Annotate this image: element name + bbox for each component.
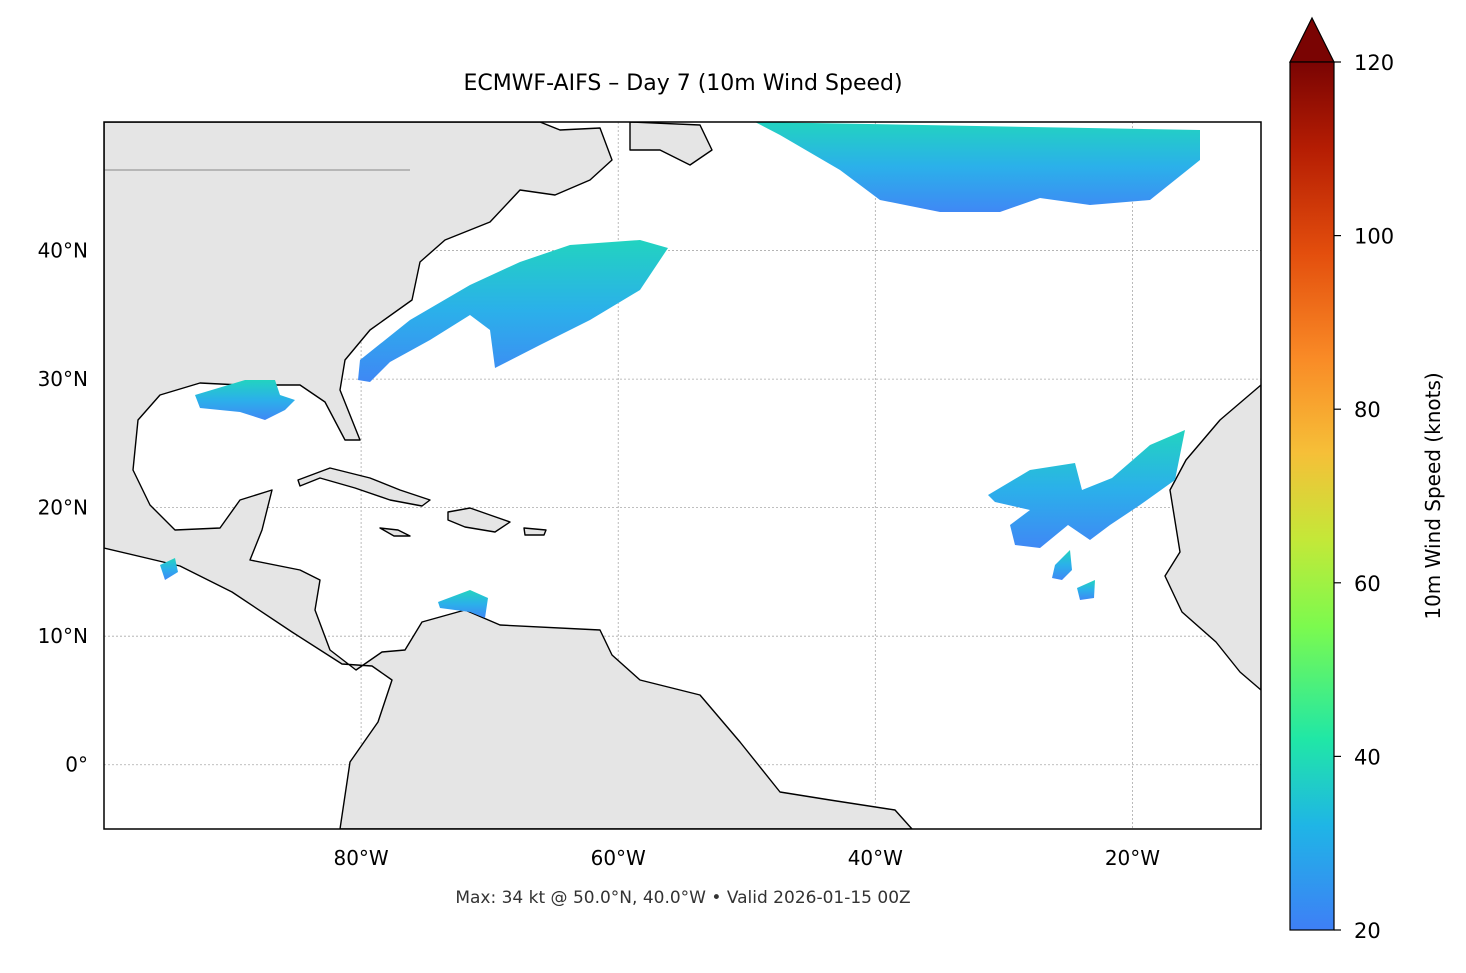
lon-tick-label: 80°W [333,846,388,870]
lon-tick-label: 60°W [591,846,646,870]
colorbar: 10m Wind Speed (knots) 20 40 60 80 100 120 [1289,16,1445,943]
wind-area [358,240,668,382]
africa-land [1164,384,1261,691]
wind-area [438,590,488,618]
lat-tick-label: 0° [65,753,88,777]
colorbar-extend [1289,16,1335,63]
wind-area [195,380,295,420]
axis-labels: 80°W 60°W 40°W 20°W 40°N 30°N 20°N 10°N 0° [38,239,1161,870]
jamaica [379,527,411,537]
wind-area [988,430,1185,548]
lon-tick-label: 40°W [848,846,903,870]
lat-tick-label: 10°N [38,624,88,648]
lon-tick-label: 20°W [1105,846,1160,870]
hispaniola [447,507,511,533]
wind-area [160,558,178,580]
americas-land [104,122,913,829]
lat-tick-label: 40°N [38,239,88,263]
newfoundland [629,122,713,166]
wind-area [1077,580,1095,600]
colorbar-tick-label: 60 [1354,572,1381,596]
colorbar-tick-label: 120 [1354,51,1394,75]
wind-area [1052,550,1072,580]
colorbar-tick-label: 40 [1354,745,1381,769]
puerto-rico [523,527,547,536]
colorbar-tick-label: 20 [1354,919,1381,943]
map-title: ECMWF-AIFS – Day 7 (10m Wind Speed) [463,71,902,96]
footer-note: Max: 34 kt @ 50.0°N, 40.0°W • Valid 2026… [455,888,910,908]
wind-area [755,122,1200,212]
cuba [297,467,431,507]
map-frame [103,121,1262,830]
colorbar-tick-label: 100 [1354,225,1394,249]
colorbar-label: 10m Wind Speed (knots) [1421,372,1445,619]
colorbar-scale [1289,61,1335,931]
lat-tick-label: 30°N [38,367,88,391]
colorbar-tick-label: 80 [1354,398,1381,422]
lat-tick-label: 20°N [38,496,88,520]
map-area [104,122,1261,829]
